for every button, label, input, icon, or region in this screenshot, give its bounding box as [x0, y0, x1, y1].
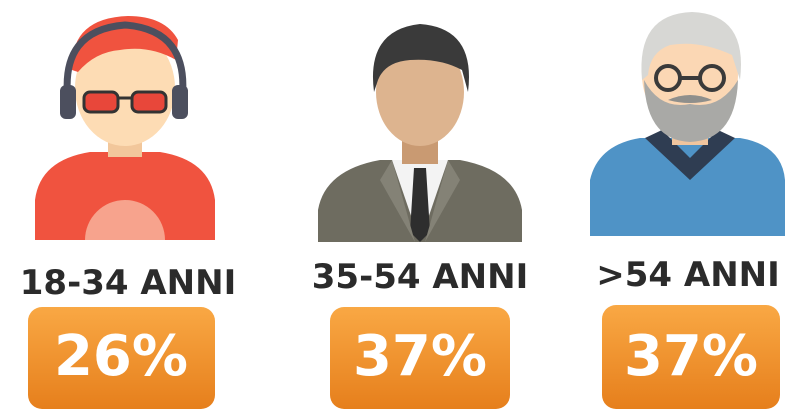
percent-value: 26%	[54, 324, 188, 389]
young-person-icon	[35, 16, 215, 240]
percent-value: 37%	[624, 324, 758, 389]
senior-person-icon	[590, 12, 785, 236]
percent-box	[330, 307, 510, 409]
age-label: 18-34 ANNI	[20, 263, 236, 303]
adult-person-icon	[318, 24, 522, 242]
percent-box	[602, 305, 780, 409]
percent-value: 37%	[353, 324, 487, 389]
age-label: 35-54 ANNI	[312, 257, 528, 297]
percent-box	[28, 307, 215, 409]
age-label: >54 ANNI	[596, 255, 780, 295]
